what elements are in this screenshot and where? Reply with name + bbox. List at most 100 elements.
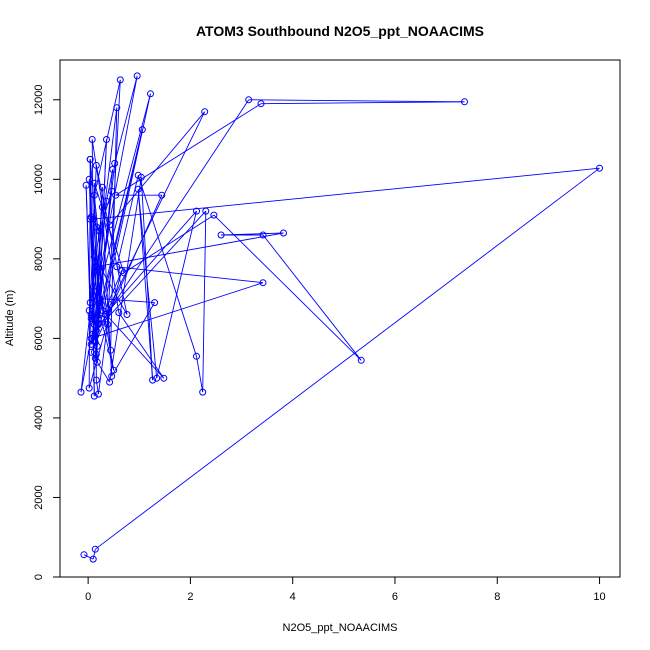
data-point	[92, 326, 100, 334]
data-point	[88, 330, 96, 338]
data-point	[596, 164, 603, 172]
data-point	[108, 372, 116, 380]
data-point	[95, 295, 103, 303]
data-point	[193, 352, 200, 360]
data-point	[85, 307, 93, 314]
series-line-segment	[213, 214, 362, 361]
data-point	[90, 392, 98, 400]
data-point	[153, 374, 161, 382]
data-point	[87, 334, 95, 342]
data-point	[82, 181, 90, 189]
series-line-segment	[262, 234, 362, 361]
data-point	[87, 348, 95, 356]
data-point	[106, 301, 114, 309]
series-line-segment	[106, 169, 114, 202]
data-point	[93, 358, 101, 366]
data-point	[134, 185, 142, 193]
series-line-segment	[95, 99, 250, 331]
data-point	[108, 187, 116, 195]
y-tick-label: 0	[33, 574, 45, 580]
y-axis-label: Altitude (m)	[4, 290, 16, 346]
plot-frame	[59, 59, 621, 578]
data-point	[91, 263, 99, 271]
y-tick-label: 2000	[33, 485, 45, 509]
data-point	[280, 229, 287, 237]
data-point	[151, 299, 159, 307]
y-axis: 0 2000 4000 6000 8000 10000 12000	[33, 84, 61, 580]
data-point	[109, 165, 117, 173]
data-point	[94, 321, 102, 328]
series-line-segment	[90, 352, 110, 383]
series-line-segment	[88, 270, 123, 389]
series-line-segment	[196, 356, 204, 393]
data-point	[116, 76, 124, 84]
data-point	[92, 161, 100, 169]
data-point	[85, 175, 93, 183]
series-line-segment	[95, 232, 284, 268]
data-point	[85, 384, 93, 392]
series-line-segment	[260, 101, 465, 105]
series-line-segment	[105, 210, 197, 315]
data-point	[77, 388, 85, 396]
data-point	[107, 346, 115, 354]
x-tick-label: 2	[187, 591, 193, 603]
data-point	[113, 263, 121, 271]
series-line-segment	[137, 189, 154, 381]
data-point	[160, 374, 168, 382]
y-tick-label: 10000	[33, 164, 45, 195]
data-point	[89, 555, 97, 563]
data-point	[110, 366, 118, 374]
series-line-segment	[137, 189, 158, 379]
data-point	[118, 267, 126, 275]
series-line-segment	[114, 75, 138, 164]
data-point	[92, 376, 100, 384]
y-tick-label: 4000	[33, 406, 45, 430]
series-line-segment	[93, 167, 600, 220]
series-line-segment	[116, 266, 264, 284]
data-point	[80, 551, 88, 559]
data-point	[89, 215, 97, 223]
data-point	[97, 315, 105, 322]
data-point	[461, 98, 468, 106]
y-tick-label: 6000	[33, 326, 45, 350]
data-point	[88, 136, 96, 143]
plot-lines	[80, 75, 600, 560]
series-line-segment	[116, 175, 139, 267]
series-line-segment	[99, 298, 155, 304]
data-point	[259, 231, 267, 239]
series-line-segment	[110, 107, 118, 351]
series-line-segment	[88, 179, 95, 319]
data-point	[210, 211, 218, 219]
series-line-segment	[93, 183, 98, 363]
data-point	[87, 315, 95, 322]
data-point	[90, 179, 98, 187]
series-line-segment	[118, 312, 165, 379]
data-point	[123, 311, 131, 318]
x-tick-label: 0	[85, 591, 91, 603]
data-point	[103, 197, 110, 205]
data-point	[259, 279, 267, 287]
x-tick-label: 4	[290, 591, 296, 603]
data-point	[86, 299, 94, 307]
data-point	[257, 100, 265, 108]
data-point	[111, 159, 119, 167]
series-line-segment	[92, 549, 96, 560]
data-point	[86, 215, 94, 223]
data-point	[98, 183, 106, 191]
data-point	[98, 203, 106, 211]
series-line-segment	[102, 310, 165, 379]
data-point	[94, 390, 102, 398]
data-point	[199, 388, 207, 396]
series-line-segment	[91, 139, 95, 319]
data-point	[93, 342, 101, 350]
data-point	[104, 321, 112, 328]
series-line-segment	[105, 111, 206, 315]
x-tick-label: 8	[494, 591, 500, 603]
x-axis: 0 2 4 6 8 10	[85, 576, 606, 603]
data-point	[90, 253, 98, 261]
data-point	[134, 171, 142, 179]
series-line-segment	[91, 210, 207, 335]
series-line-segment	[248, 99, 465, 103]
series-line-segment	[90, 75, 138, 319]
